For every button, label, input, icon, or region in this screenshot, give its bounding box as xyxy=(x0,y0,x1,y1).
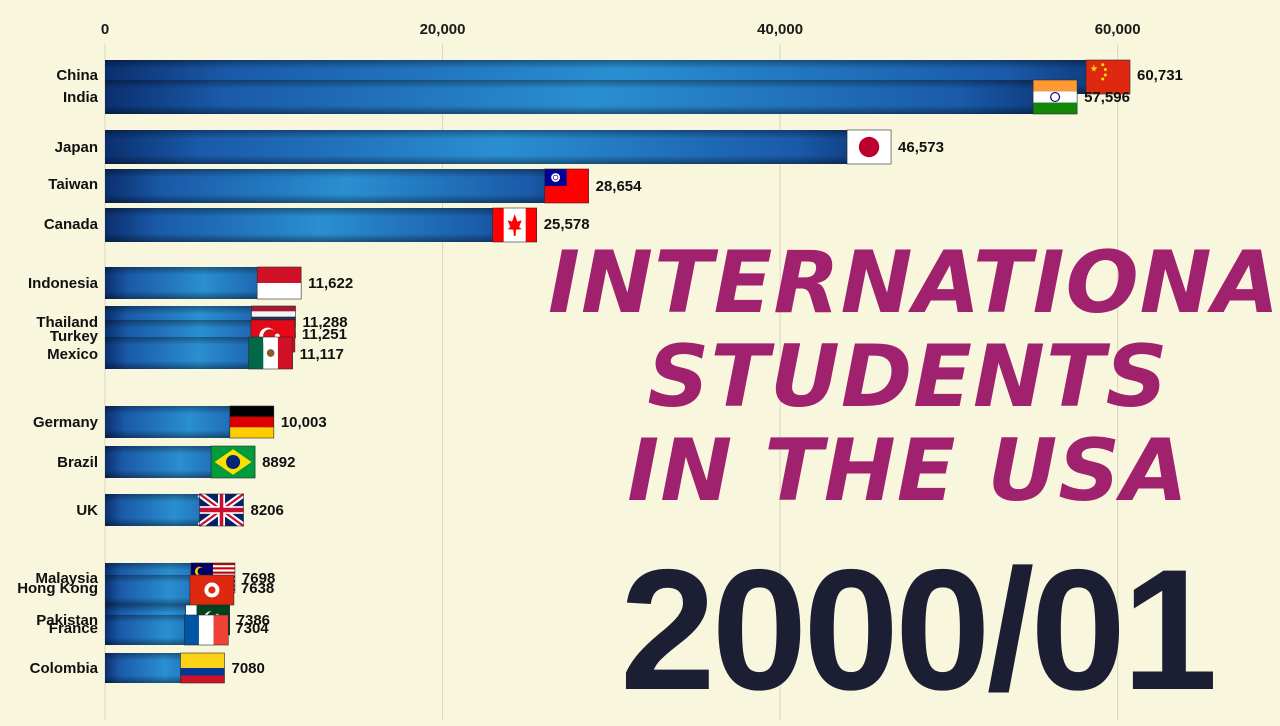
value-label: 11,117 xyxy=(300,346,344,363)
flags xyxy=(180,59,1131,684)
india-flag xyxy=(1032,79,1078,115)
category-label: India xyxy=(63,89,99,106)
indonesia-flag xyxy=(256,266,302,300)
bar-shade xyxy=(105,80,1078,114)
hong-kong-flag xyxy=(189,574,235,606)
x-tick-label: 0 xyxy=(101,21,109,38)
france-flag xyxy=(183,614,229,646)
category-label: Taiwan xyxy=(48,176,98,193)
value-label: 7698 xyxy=(242,570,275,587)
category-label: Mexico xyxy=(47,346,98,363)
x-axis-ticks: 0 20,000 40,000 60,000 xyxy=(101,21,1141,38)
bar-shade xyxy=(105,130,892,164)
value-label: 11,622 xyxy=(308,275,353,292)
category-label: Japan xyxy=(55,139,98,156)
x-tick-label: 40,000 xyxy=(757,21,803,38)
category-label: Colombia xyxy=(30,660,99,677)
value-label: 46,573 xyxy=(898,139,944,156)
value-label: 57,596 xyxy=(1084,89,1130,106)
value-label: 7304 xyxy=(235,620,269,637)
labels: China 60,731 India 57,596 Japan 46,573 Taiwan 2… xyxy=(17,67,1183,677)
value-label: 10,003 xyxy=(281,414,327,431)
value-label: 8206 xyxy=(250,502,283,519)
brazil-flag xyxy=(210,445,256,479)
category-label: France xyxy=(49,620,98,637)
value-label: 60,731 xyxy=(1137,67,1183,84)
category-label: Malaysia xyxy=(35,570,98,587)
period-label: 2000/01 xyxy=(620,534,1218,726)
value-label: 7080 xyxy=(231,660,264,677)
germany-flag xyxy=(229,405,275,439)
category-label: Canada xyxy=(44,216,99,233)
japan-flag xyxy=(846,129,892,165)
bar-shade xyxy=(105,208,537,242)
category-label: UK xyxy=(76,502,98,519)
category-label: Brazil xyxy=(57,454,98,471)
china-flag xyxy=(1085,59,1131,95)
category-label: Indonesia xyxy=(28,275,99,292)
category-label: China xyxy=(56,67,98,84)
taiwan-flag xyxy=(544,168,589,204)
value-label: 7386 xyxy=(237,612,270,629)
canada-flag xyxy=(492,207,537,243)
bar-shade xyxy=(105,169,589,203)
category-label: Pakistan xyxy=(36,612,98,629)
value-label: 8892 xyxy=(262,454,295,471)
category-label: Turkey xyxy=(50,328,99,345)
x-tick-label: 60,000 xyxy=(1095,21,1141,38)
category-label: Germany xyxy=(33,414,99,431)
value-label: 11,288 xyxy=(303,314,348,331)
mexico-flag xyxy=(248,336,293,370)
colombia-flag xyxy=(180,652,225,684)
value-label: 25,578 xyxy=(544,216,590,233)
value-label: 7638 xyxy=(241,580,274,597)
bars xyxy=(105,60,1130,683)
category-label: Thailand xyxy=(36,314,98,331)
value-label: 28,654 xyxy=(596,178,643,195)
value-label: 11,251 xyxy=(302,326,347,343)
category-label: Hong Kong xyxy=(17,580,98,597)
uk-flag xyxy=(197,491,246,529)
overlay-title: INTERNATIONAL STUDENTS IN THE USA xyxy=(548,233,1280,521)
x-tick-label: 20,000 xyxy=(420,21,466,38)
